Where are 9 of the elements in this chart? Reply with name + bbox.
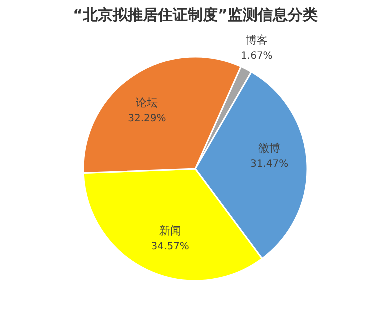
slice-label: 新闻	[159, 224, 182, 238]
slice-label: 微博	[258, 142, 281, 155]
data-label: 34.57%	[151, 242, 190, 253]
slice-label: 博客	[246, 34, 268, 47]
data-label: 32.29%	[128, 114, 166, 125]
data-label: 31.47%	[250, 158, 289, 170]
chart-title: “北京拟推居住证制度”监测信息分类	[73, 6, 318, 24]
data-label: 1.67%	[241, 50, 273, 62]
slice-label: 论坛	[136, 96, 158, 110]
